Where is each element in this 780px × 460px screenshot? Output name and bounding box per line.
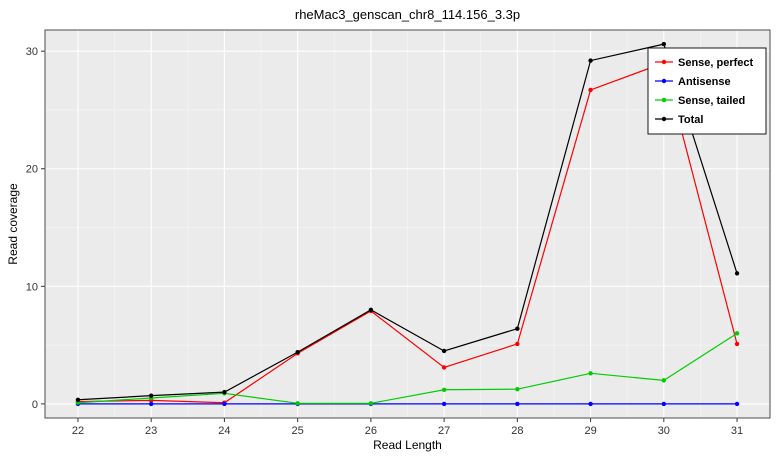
legend-key-point: [661, 78, 667, 84]
y-tick-label: 0: [32, 399, 38, 411]
series-point-antisense-31: [734, 401, 740, 407]
series-point-total-28: [515, 326, 520, 331]
series-point-total-30: [661, 41, 667, 47]
series-line-total: [77, 43, 738, 401]
x-axis-label: Read Length: [373, 438, 442, 452]
series-point-sense-tailed-27: [441, 387, 447, 392]
legend: Sense, perfect Antisense Sense, tailed Tota…: [647, 47, 767, 135]
legend-label: Sense, perfect: [678, 57, 754, 69]
legend-item-total: Total: [655, 114, 703, 126]
series-point-antisense-24: [222, 401, 227, 407]
legend-key-point: [661, 116, 667, 122]
series-point-sense-tailed-28: [515, 386, 520, 392]
series-line-sense-perfect: [77, 62, 738, 404]
legend-item-sense-perfect: Sense, perfect: [655, 57, 754, 69]
x-tick-label: 31: [731, 425, 743, 437]
legend-key-point: [661, 59, 667, 65]
series-point-antisense-30: [661, 401, 667, 407]
series-point-sense-tailed-30: [661, 378, 667, 383]
series-point-antisense-23: [148, 401, 154, 407]
series-point-total-23: [148, 393, 154, 398]
series-point-antisense-27: [441, 401, 447, 407]
x-tick-label: 25: [292, 425, 304, 437]
chart-title: rheMac3_genscan_chr8_114.156_3.3p: [294, 7, 521, 22]
legend-item-sense-tailed: Sense, tailed: [655, 95, 745, 107]
x-tick-label: 26: [365, 425, 377, 437]
y-tick-label: 20: [26, 164, 38, 176]
series-point-sense-perfect-29: [588, 87, 593, 93]
x-tick-label: 23: [145, 425, 157, 437]
series-point-sense-tailed-31: [734, 331, 740, 336]
series-point-total-31: [734, 271, 740, 276]
series-point-total-24: [222, 389, 227, 395]
series-point-sense-tailed-25: [295, 401, 300, 406]
series-point-sense-perfect-28: [515, 341, 520, 347]
x-tick-label: 22: [72, 425, 84, 437]
series-point-sense-tailed-26: [368, 401, 374, 406]
x-tick-label: 28: [511, 425, 523, 437]
series-point-sense-perfect-27: [441, 365, 447, 370]
series-point-total-25: [295, 349, 300, 355]
plot-panel-border: [44, 29, 771, 419]
x-tick-label: 30: [658, 425, 670, 437]
series-point-sense-perfect-31: [734, 341, 740, 347]
series-point-sense-tailed-29: [588, 371, 593, 376]
series-point-antisense-29: [588, 401, 593, 407]
x-tick-label: 29: [584, 425, 596, 437]
legend-label: Total: [678, 114, 703, 126]
x-tick-label: 27: [438, 425, 450, 437]
legend-label: Sense, tailed: [678, 95, 745, 107]
legend-item-antisense: Antisense: [655, 76, 731, 88]
x-tick-label: 24: [218, 425, 230, 437]
series-point-total-22: [75, 397, 81, 402]
y-tick-label: 30: [26, 46, 38, 58]
y-tick-label: 10: [26, 281, 38, 293]
series-point-antisense-28: [515, 401, 520, 407]
series-point-total-29: [588, 58, 593, 63]
series-point-total-26: [368, 307, 374, 313]
legend-label: Antisense: [678, 76, 731, 88]
series-point-total-27: [441, 348, 447, 354]
legend-key-point: [661, 97, 667, 103]
series-line-sense-tailed: [77, 332, 738, 404]
